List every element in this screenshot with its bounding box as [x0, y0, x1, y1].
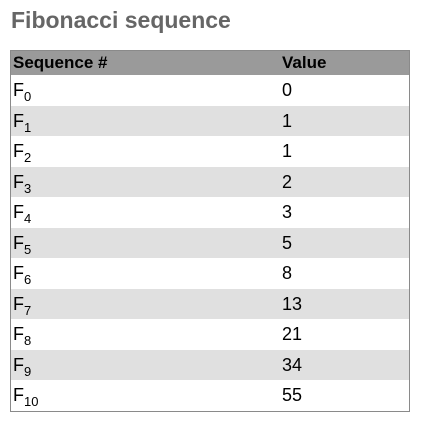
table-row: F8 21 — [10, 319, 410, 350]
sequence-index: 6 — [24, 272, 32, 288]
sequence-name: F — [13, 110, 24, 131]
sequence-name: F — [13, 80, 24, 101]
sequence-index: 2 — [24, 150, 32, 166]
table-row: F9 34 — [10, 349, 410, 380]
value-cell: 13 — [281, 288, 410, 319]
sequence-index: 1 — [24, 119, 32, 135]
sequence-cell: F2 — [10, 136, 281, 167]
sequence-index: 8 — [24, 333, 32, 349]
sequence-index: 9 — [24, 363, 32, 379]
sequence-cell: F8 — [10, 319, 281, 350]
sequence-name: F — [13, 354, 24, 375]
fibonacci-table: Sequence # Value F0 0 F1 1 F2 1 F3 2 F4 … — [10, 50, 410, 412]
value-cell: 8 — [281, 258, 410, 289]
sequence-index: 3 — [24, 180, 32, 196]
table-row: F6 8 — [10, 258, 410, 289]
sequence-cell: F0 — [10, 75, 281, 106]
sequence-cell: F4 — [10, 197, 281, 228]
table-row: F1 1 — [10, 105, 410, 136]
sequence-cell: F3 — [10, 166, 281, 197]
value-cell: 1 — [281, 136, 410, 167]
sequence-cell: F5 — [10, 227, 281, 258]
sequence-name: F — [13, 141, 24, 162]
value-cell: 0 — [281, 75, 410, 106]
table-row: F10 55 — [10, 380, 410, 411]
table-header-row: Sequence # Value — [10, 50, 410, 75]
sequence-cell: F9 — [10, 349, 281, 380]
header-value: Value — [281, 50, 410, 75]
sequence-index: 0 — [24, 89, 32, 105]
sequence-name: F — [13, 293, 24, 314]
sequence-cell: F7 — [10, 288, 281, 319]
sequence-cell: F1 — [10, 105, 281, 136]
value-cell: 55 — [281, 380, 410, 411]
sequence-cell: F10 — [10, 380, 281, 411]
sequence-name: F — [13, 232, 24, 253]
sequence-name: F — [13, 385, 24, 406]
table-row: F7 13 — [10, 288, 410, 319]
value-cell: 3 — [281, 197, 410, 228]
sequence-index: 5 — [24, 241, 32, 257]
value-cell: 1 — [281, 105, 410, 136]
page-title: Fibonacci sequence — [11, 7, 231, 33]
value-cell: 34 — [281, 349, 410, 380]
sequence-name: F — [13, 263, 24, 284]
sequence-index: 4 — [24, 211, 32, 227]
table-row: F4 3 — [10, 197, 410, 228]
sequence-name: F — [13, 324, 24, 345]
sequence-index: 10 — [24, 394, 39, 410]
value-cell: 5 — [281, 227, 410, 258]
value-cell: 21 — [281, 319, 410, 350]
table-row: F5 5 — [10, 227, 410, 258]
sequence-index: 7 — [24, 302, 32, 318]
value-cell: 2 — [281, 166, 410, 197]
table-row: F2 1 — [10, 136, 410, 167]
table-row: F3 2 — [10, 166, 410, 197]
table-row: F0 0 — [10, 75, 410, 106]
sequence-name: F — [13, 171, 24, 192]
sequence-cell: F6 — [10, 258, 281, 289]
header-sequence-number: Sequence # — [10, 50, 281, 75]
sequence-name: F — [13, 202, 24, 223]
